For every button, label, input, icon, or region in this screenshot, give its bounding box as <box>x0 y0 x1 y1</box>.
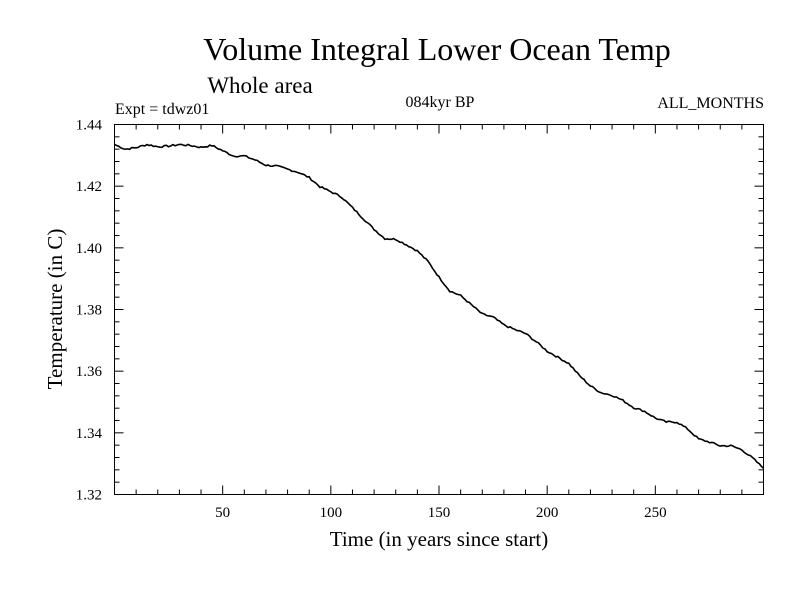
y-tick-label: 1.34 <box>76 426 103 442</box>
y-tick-label: 1.40 <box>76 241 102 257</box>
y-tick-label: 1.36 <box>76 364 103 380</box>
chart-subtitle: Whole area <box>207 73 312 98</box>
months-label: ALL_MONTHS <box>657 95 764 112</box>
series-line <box>114 143 765 469</box>
x-tick-label: 200 <box>536 505 559 521</box>
y-tick-label: 1.32 <box>76 488 102 504</box>
x-axis-label: Time (in years since start) <box>330 527 549 551</box>
y-tick-label: 1.42 <box>76 179 102 195</box>
chart-title: Volume Integral Lower Ocean Temp <box>203 31 671 67</box>
experiment-label: Expt = tdwz01 <box>115 101 209 118</box>
minor-ticks <box>114 124 764 495</box>
plot-area <box>114 124 764 495</box>
y-tick-label: 1.44 <box>76 118 103 134</box>
y-axis-label: Temperature (in C) <box>43 229 67 390</box>
x-tick-label: 250 <box>644 505 667 521</box>
x-tick-label: 50 <box>215 505 230 521</box>
x-tick-label: 100 <box>320 505 343 521</box>
y-tick-label: 1.38 <box>76 303 102 319</box>
x-tick-label: 150 <box>428 505 451 521</box>
tick-labels: 50 100 150 200 250 1.32 1.34 1.36 1.38 1.40 1.42 1.… <box>76 118 667 522</box>
period-label: 084kyr BP <box>406 94 475 111</box>
major-ticks <box>114 124 764 495</box>
